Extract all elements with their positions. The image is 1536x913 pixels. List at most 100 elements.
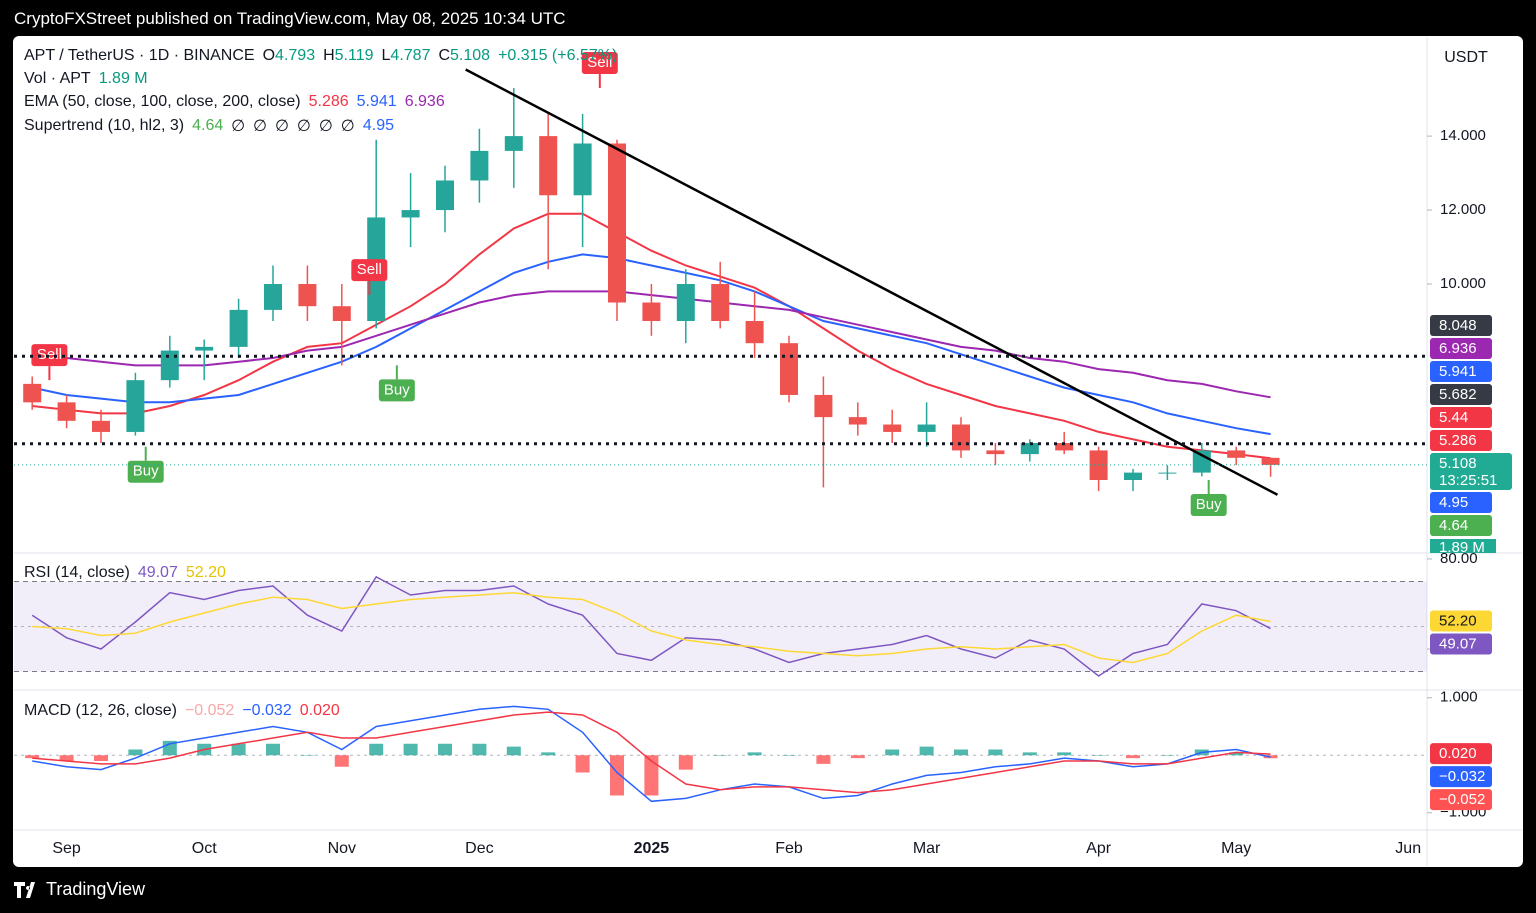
- indicator-line: [32, 705, 1271, 803]
- histogram-bar: [782, 755, 796, 756]
- candle-body: [229, 309, 248, 347]
- candle-body: [298, 284, 317, 307]
- candle-body: [332, 306, 351, 321]
- histogram-bar: [403, 743, 418, 756]
- placeholder: ∅: [275, 118, 290, 135]
- axis-badge: [1430, 633, 1492, 655]
- histogram-bar: [266, 743, 280, 756]
- indicator-line: [32, 212, 1271, 460]
- x-tick-label: Jun: [1395, 840, 1421, 857]
- rsi-legend: RSI (14, close) 49.07 52.20: [24, 564, 226, 582]
- placeholder: ∅: [231, 118, 246, 135]
- x-tick-label: Feb: [775, 840, 803, 857]
- signal-box: [127, 460, 164, 483]
- ohlc-value: 5.119: [334, 47, 374, 64]
- ohlc-label: C: [438, 47, 451, 64]
- y-tick-label: 1.000: [1440, 689, 1478, 706]
- ohlc-label: H: [323, 47, 335, 64]
- axis-badge-label: 4.64: [1439, 517, 1468, 534]
- candle-body: [1158, 472, 1177, 474]
- histogram-bar: [300, 755, 315, 756]
- candle-body: [1227, 450, 1246, 458]
- signal-label: Sell: [37, 346, 62, 363]
- histogram-bar: [575, 755, 590, 773]
- ohlc-value: 5.108: [450, 47, 491, 64]
- axis-badge-label: 5.286: [1439, 432, 1477, 449]
- candle-body: [745, 320, 764, 344]
- candle-body: [1261, 457, 1280, 465]
- axis-badge-label: −0.052: [1439, 791, 1485, 808]
- candle-body: [986, 450, 1005, 455]
- candle-body: [1020, 443, 1039, 455]
- indicator-line: [32, 591, 1271, 664]
- histogram-bar: [1057, 752, 1072, 756]
- y-tick-label: 12.000: [1440, 201, 1486, 218]
- histogram-bar: [334, 755, 349, 767]
- axis-badge: [1430, 338, 1492, 359]
- signal-box: [581, 52, 618, 75]
- candle-body: [401, 210, 420, 218]
- axis-badge-label: 8.048: [1439, 317, 1477, 334]
- signal-label: Sell: [587, 54, 612, 71]
- x-tick-label: Dec: [465, 840, 493, 857]
- axis-badge: [1430, 361, 1492, 382]
- candle-body: [264, 284, 282, 310]
- volume-legend: Vol · APT 1.89 M: [24, 70, 148, 88]
- axis-badge: [1430, 743, 1492, 765]
- indicator-line: [32, 711, 1271, 794]
- histogram-bar: [885, 749, 900, 756]
- supertrend-value: 4.95: [362, 117, 394, 134]
- candle-body: [1192, 450, 1211, 473]
- y-tick-label: 80.00: [1440, 550, 1478, 567]
- volume-badge-label: 1.89 M: [1439, 539, 1485, 556]
- macd-legend: MACD (12, 26, close) −0.052 −0.032 0.020: [24, 702, 340, 720]
- histogram-bar: [59, 755, 74, 761]
- supertrend-legend: Supertrend (10, hl2, 3) 4.64 ∅ ∅ ∅ ∅ ∅ ∅ 4.95: [24, 116, 394, 136]
- histogram-bar: [25, 755, 40, 759]
- ohlc-label: L: [381, 47, 391, 64]
- x-tick-label: May: [1221, 840, 1251, 857]
- symbol-title: APT / TetherUS · 1D · BINANCE: [24, 47, 255, 64]
- axis-badge: [1430, 384, 1492, 405]
- y-tick-label: 10.000: [1440, 275, 1486, 292]
- histogram-bar: [1091, 755, 1106, 756]
- signal-label: Buy: [1196, 496, 1222, 513]
- candle-body: [883, 424, 902, 432]
- candle-body: [160, 350, 179, 381]
- candle-body: [573, 143, 592, 196]
- x-tick-label: Apr: [1086, 840, 1112, 857]
- histogram-bar: [919, 746, 934, 756]
- signal-box: [378, 379, 415, 402]
- signal-box: [31, 344, 68, 367]
- axis-badge: [1430, 492, 1492, 513]
- histogram-bar: [1126, 755, 1140, 759]
- candle-body: [126, 380, 145, 432]
- axis-badge-label: 52.20: [1439, 613, 1477, 630]
- histogram-bar: [1229, 752, 1244, 756]
- candle-body: [436, 180, 454, 211]
- axis-badge-label: 4.95: [1439, 494, 1468, 511]
- axis-badge: [1430, 789, 1492, 811]
- x-tick-label: Mar: [913, 840, 941, 857]
- ohlc-value: 4.787: [390, 47, 431, 64]
- rsi-name: RSI (14, close): [24, 564, 130, 581]
- supertrend-name: Supertrend (10, hl2, 3): [24, 117, 185, 134]
- candle-body: [1124, 472, 1142, 481]
- axis-badge: [1430, 453, 1512, 490]
- histogram-bar: [1022, 752, 1037, 756]
- histogram-bar: [1160, 755, 1175, 756]
- placeholder: ∅: [297, 118, 311, 135]
- volume-badge: [1430, 539, 1496, 553]
- histogram-bar: [472, 743, 487, 756]
- placeholder: ∅: [318, 118, 333, 135]
- signal-label: Buy: [133, 463, 159, 480]
- candle-body: [504, 136, 523, 151]
- countdown: 13:25:51: [1439, 472, 1497, 489]
- rsi-value: 49.07: [137, 564, 178, 581]
- candle-body: [608, 143, 626, 303]
- histogram-bar: [506, 746, 521, 756]
- ohlc-value: 4.793: [275, 47, 316, 64]
- indicator-line: [31, 575, 1271, 677]
- ema-value: 5.941: [356, 93, 397, 110]
